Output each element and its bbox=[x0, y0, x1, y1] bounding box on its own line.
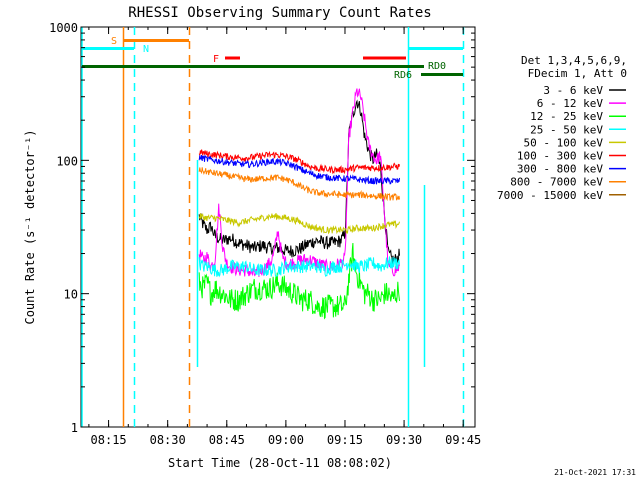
legend-entry-label: 7000 - 15000 keV bbox=[497, 189, 603, 202]
series-line bbox=[198, 154, 400, 185]
plot-frame bbox=[80, 26, 476, 428]
series-line bbox=[198, 212, 400, 235]
flare-label: F bbox=[213, 54, 219, 65]
x-tick-label: 09:15 bbox=[327, 433, 363, 447]
timestamp: 21-Oct-2021 17:31 bbox=[554, 468, 636, 477]
y-tick-label: 100 bbox=[56, 154, 78, 168]
x-tick-label: 08:45 bbox=[209, 433, 245, 447]
rd6-label: RD6 bbox=[394, 70, 412, 81]
legend-entry-label: 300 - 800 keV bbox=[517, 163, 603, 176]
series-line bbox=[198, 99, 400, 266]
y-tick-label: 1000 bbox=[49, 21, 78, 35]
orbit-markers: S N F RD0 RD6 bbox=[81, 27, 465, 427]
y-axis-label: Count Rate (s⁻¹ detector⁻¹) bbox=[23, 129, 37, 324]
legend-entry-label: 12 - 25 keV bbox=[530, 110, 603, 123]
series-line bbox=[198, 167, 400, 202]
x-tick-label: 08:30 bbox=[150, 433, 186, 447]
axes-layer: 08:15 08:30 08:45 09:00 09:15 09:30 09:45 1 10 10… bbox=[49, 21, 481, 447]
legend-entry-label: 50 - 100 keV bbox=[524, 136, 604, 149]
legend-header: Det 1,3,4,5,6,9, bbox=[521, 54, 627, 67]
series-line bbox=[198, 256, 400, 278]
legend-entry-label: 800 - 7000 keV bbox=[510, 176, 603, 189]
y-tick-label: 10 bbox=[64, 288, 78, 302]
series-line bbox=[198, 149, 400, 175]
chart-title: RHESSI Observing Summary Count Rates bbox=[128, 5, 431, 21]
series-line bbox=[198, 242, 400, 320]
y-tick-label: 1 bbox=[71, 421, 78, 435]
series-line bbox=[198, 88, 400, 277]
series-layer bbox=[198, 88, 400, 320]
legend-entry-label: 100 - 300 keV bbox=[517, 150, 603, 163]
legend-header: FDecim 1, Att 0 bbox=[528, 67, 627, 80]
rd0-label: RD0 bbox=[428, 61, 446, 72]
legend-entry-label: 3 - 6 keV bbox=[543, 84, 603, 97]
night-label: N bbox=[143, 44, 149, 55]
legend-entry-label: 25 - 50 keV bbox=[530, 123, 603, 136]
x-tick-label: 09:45 bbox=[445, 433, 481, 447]
saa-label: S bbox=[111, 36, 117, 47]
x-tick-label: 09:00 bbox=[268, 433, 304, 447]
x-tick-label: 08:15 bbox=[91, 433, 127, 447]
x-axis-label: Start Time (28-Oct-11 08:08:02) bbox=[168, 456, 392, 470]
x-tick-label: 09:30 bbox=[386, 433, 422, 447]
legend-entry-label: 6 - 12 keV bbox=[537, 97, 604, 110]
legend: Det 1,3,4,5,6,9,FDecim 1, Att 0 3 - 6 keV… bbox=[497, 54, 627, 202]
